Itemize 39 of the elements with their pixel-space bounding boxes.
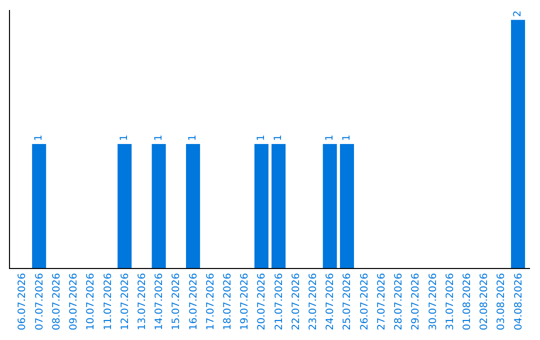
x-tick-label: 06.07.2026 — [17, 273, 28, 330]
data-label: 1 — [341, 134, 352, 141]
x-tick-label: 10.07.2026 — [86, 273, 97, 330]
x-tick-label: 29.07.2026 — [410, 273, 422, 330]
data-label: 1 — [256, 134, 267, 141]
x-tick-label: 02.08.2026 — [479, 273, 490, 330]
x-tick-label: 30.07.2026 — [428, 273, 439, 330]
data-label: 1 — [119, 134, 130, 141]
x-tick-label: 17.07.2026 — [205, 273, 216, 330]
x-tick-label: 26.07.2026 — [359, 273, 370, 330]
x-tick-label: 22.07.2026 — [290, 273, 302, 330]
x-tick-label: 20.07.2026 — [256, 273, 268, 330]
x-tick-label: 21.07.2026 — [274, 273, 285, 330]
x-tick-label: 12.07.2026 — [120, 273, 131, 330]
x-tick-label: 04.08.2026 — [513, 273, 524, 330]
x-tick-label: 31.07.2026 — [444, 273, 456, 330]
data-label: 1 — [273, 134, 284, 141]
x-tick-label: 09.07.2026 — [68, 273, 80, 330]
x-tick-label: 13.07.2026 — [136, 273, 148, 330]
x-tick-label: 14.07.2026 — [154, 273, 166, 330]
data-label: 2 — [512, 10, 524, 17]
x-tick-label: 28.07.2026 — [394, 273, 405, 330]
data-label: 1 — [324, 134, 336, 141]
data-label: 1 — [188, 134, 199, 141]
x-tick-label: 18.07.2026 — [222, 273, 234, 330]
x-tick-label: 03.08.2026 — [496, 273, 508, 330]
data-label: 1 — [34, 134, 45, 141]
x-tick-label: 15.07.2026 — [171, 273, 182, 330]
x-tick-label: 08.07.2026 — [51, 273, 62, 330]
x-tick-label: 23.07.2026 — [308, 273, 320, 330]
x-tick-label: 07.07.2026 — [34, 273, 46, 330]
x-tick-label: 25.07.2026 — [342, 273, 354, 330]
x-tick-label: 19.07.2026 — [240, 273, 251, 330]
data-label: 1 — [153, 134, 164, 141]
x-tick-label: 11.07.2026 — [102, 273, 114, 330]
x-tick-label: 16.07.2026 — [188, 273, 200, 330]
x-tick-label: 27.07.2026 — [376, 273, 388, 330]
x-tick-label: 24.07.2026 — [325, 273, 336, 330]
x-tick-label: 01.08.2026 — [462, 273, 473, 330]
